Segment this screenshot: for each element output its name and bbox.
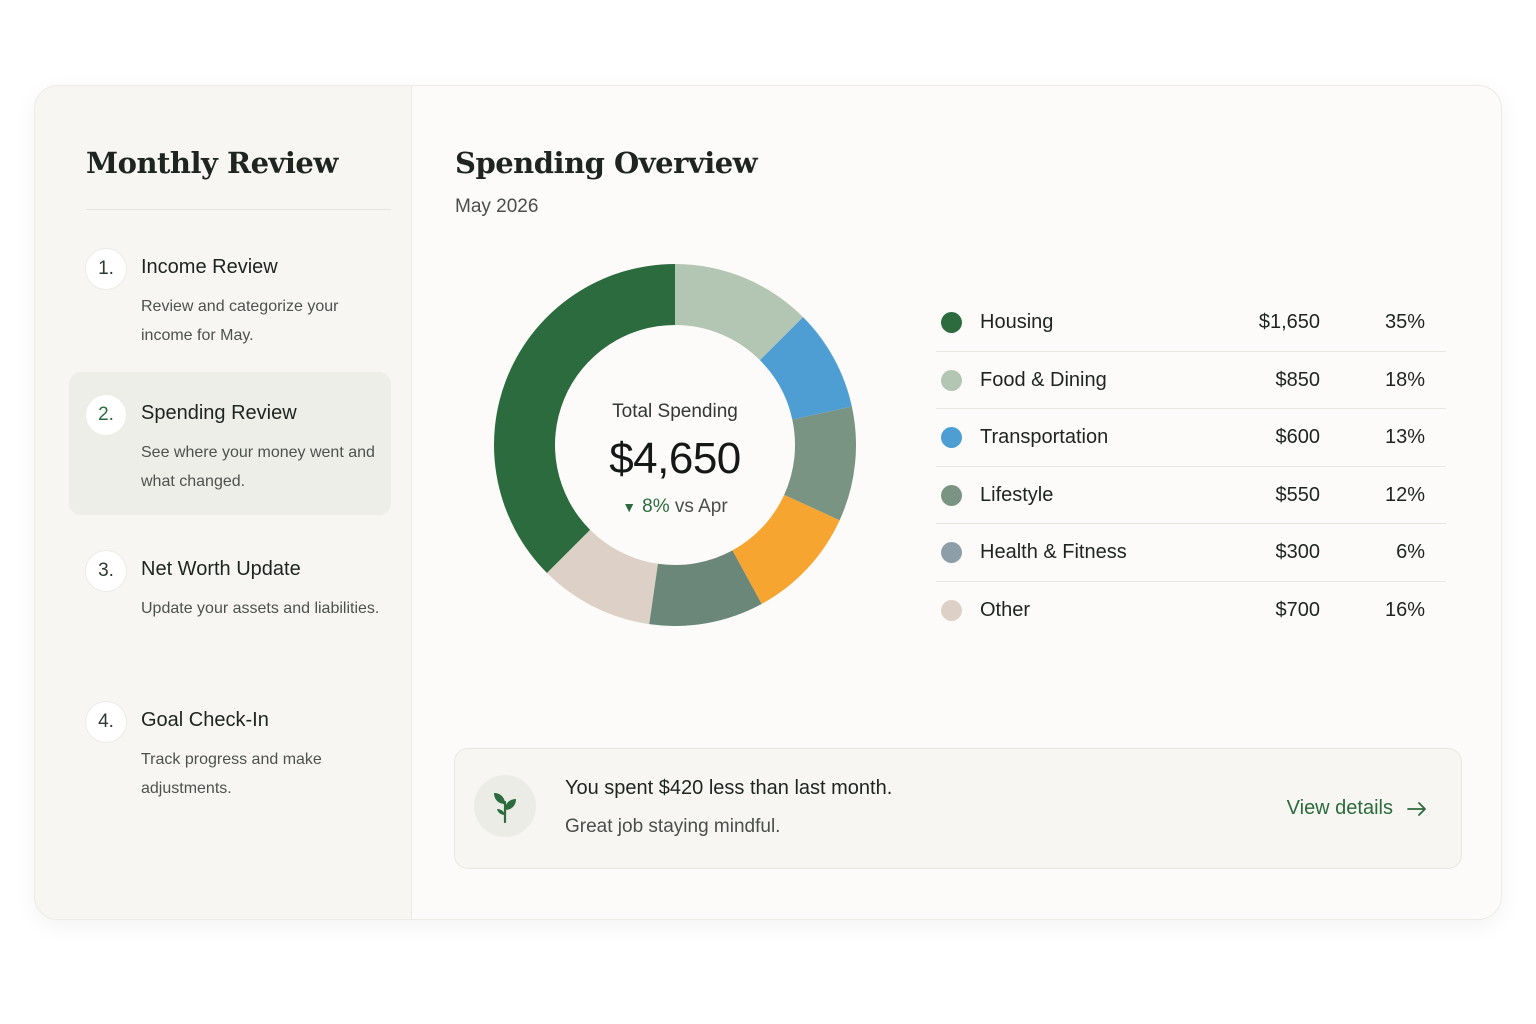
legend-amount: $600 xyxy=(1275,426,1321,449)
legend-row[interactable]: Housing $1,650 35% xyxy=(936,294,1446,352)
legend-row[interactable]: Health & Fitness $300 6% xyxy=(936,524,1446,582)
legend-swatch xyxy=(941,484,962,506)
insight-title: You spent $420 less than last month. xyxy=(565,777,893,799)
spending-donut-chart: Total Spending $4,650 ▼ 8% vs Apr xyxy=(493,264,856,626)
step-number: 2. xyxy=(85,394,127,436)
insight-subtitle: Great job staying mindful. xyxy=(565,816,781,837)
step-number: 3. xyxy=(85,550,127,592)
period-label: May 2026 xyxy=(455,196,539,217)
legend-category: Other xyxy=(980,598,1031,621)
legend-row[interactable]: Other $700 16% xyxy=(936,582,1446,640)
page-title: Spending Overview xyxy=(455,146,758,180)
step-income-review[interactable]: 1. Income Review Review and categorize y… xyxy=(69,226,391,369)
legend-swatch xyxy=(941,599,962,621)
arrow-right-icon xyxy=(1407,801,1426,816)
donut-segment-housing[interactable] xyxy=(493,264,675,573)
legend-swatch xyxy=(941,542,962,564)
donut-segment-transportation[interactable] xyxy=(759,317,852,420)
view-details-link[interactable]: View details xyxy=(1287,797,1427,820)
step-spending-review[interactable]: 2. Spending Review See where your money … xyxy=(69,372,391,515)
step-description: Track progress and make adjustments. xyxy=(141,751,322,797)
legend-category: Transportation xyxy=(980,426,1109,449)
donut-segment-lifestyle[interactable] xyxy=(649,550,762,626)
legend-amount: $700 xyxy=(1275,598,1321,621)
step-title: Goal Check-In xyxy=(141,709,269,731)
spending-legend: Housing $1,650 35% Food & Dining $850 18% Tran… xyxy=(936,294,1446,640)
legend-percent: 18% xyxy=(1384,368,1425,391)
legend-amount: $550 xyxy=(1275,483,1321,506)
donut-segment-other[interactable] xyxy=(732,494,840,604)
legend-row[interactable]: Food & Dining $850 18% xyxy=(936,352,1446,410)
step-description: Update your assets and liabilities. xyxy=(141,600,380,617)
legend-amount: $850 xyxy=(1275,368,1321,391)
insight-banner: You spent $420 less than last month. Gre… xyxy=(454,748,1462,869)
step-title: Net Worth Update xyxy=(141,558,301,580)
legend-percent: 6% xyxy=(1396,541,1425,564)
legend-category: Housing xyxy=(980,311,1054,333)
sidebar-divider xyxy=(86,209,391,210)
legend-swatch xyxy=(941,312,962,333)
spending-overview-panel: Spending Overview May 2026 Total Spendin… xyxy=(412,86,1501,919)
legend-amount: $300 xyxy=(1275,541,1321,564)
donut-segment-other[interactable] xyxy=(547,529,658,625)
legend-amount: $1,650 xyxy=(1258,311,1320,333)
step-description: See where your money went and what chang… xyxy=(141,444,375,490)
legend-swatch xyxy=(941,427,962,449)
step-number: 1. xyxy=(85,248,127,290)
legend-percent: 12% xyxy=(1384,483,1425,506)
legend-category: Lifestyle xyxy=(980,483,1054,506)
step-title: Income Review xyxy=(141,256,278,278)
step-number: 4. xyxy=(85,701,127,743)
legend-row[interactable]: Lifestyle $550 12% xyxy=(936,467,1446,525)
legend-row[interactable]: Transportation $600 13% xyxy=(936,409,1446,467)
step-net-worth-update[interactable]: 3. Net Worth Update Update your assets a… xyxy=(69,528,391,671)
donut-segment-lifestyle[interactable] xyxy=(784,406,856,521)
review-steps-sidebar: Monthly Review 1. Income Review Review a… xyxy=(35,86,412,919)
legend-swatch xyxy=(941,369,962,391)
legend-percent: 16% xyxy=(1384,598,1425,621)
legend-percent: 35% xyxy=(1384,311,1425,333)
donut-segment-food-dining[interactable] xyxy=(675,264,803,361)
step-goal-check-in[interactable]: 4. Goal Check-In Track progress and make… xyxy=(69,679,391,822)
review-card: Monthly Review 1. Income Review Review a… xyxy=(34,85,1502,920)
legend-category: Health & Fitness xyxy=(980,541,1127,564)
step-description: Review and categorize your income for Ma… xyxy=(141,298,339,344)
legend-percent: 13% xyxy=(1384,426,1425,449)
step-title: Spending Review xyxy=(141,402,297,424)
donut-svg xyxy=(493,264,856,626)
sprout-icon xyxy=(474,775,536,837)
sidebar-title: Monthly Review xyxy=(86,146,338,180)
legend-category: Food & Dining xyxy=(980,368,1107,391)
view-details-label: View details xyxy=(1286,797,1393,819)
